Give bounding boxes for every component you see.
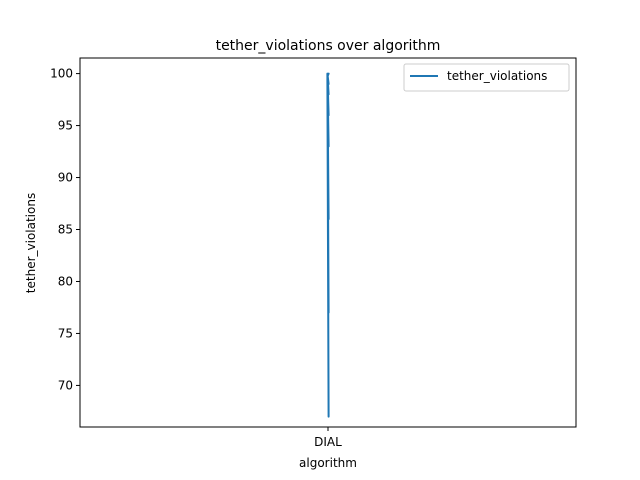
legend-box — [403, 63, 570, 92]
x-axis-label: algorithm — [299, 456, 357, 470]
series-layer — [326, 72, 330, 418]
y-tick-label: 90 — [58, 171, 73, 185]
series-line-0 — [326, 72, 330, 418]
y-tick-label: 100 — [50, 67, 73, 81]
y-axis-label: tether_violations — [24, 193, 38, 293]
y-axis: 70 75 80 85 90 95 100 — [50, 67, 80, 392]
x-axis: DIAL — [314, 427, 342, 449]
y-tick-label: 85 — [58, 223, 73, 237]
y-tick-label: 75 — [58, 326, 73, 340]
legend-label: tether_violations — [447, 69, 547, 83]
legend: tether_violations — [403, 63, 570, 92]
chart-title: tether_violations over algorithm — [216, 38, 441, 54]
x-tick-label: DIAL — [314, 435, 342, 449]
y-tick-label: 80 — [58, 274, 73, 288]
y-tick-label: 70 — [58, 378, 73, 392]
y-tick-label: 95 — [58, 119, 73, 133]
